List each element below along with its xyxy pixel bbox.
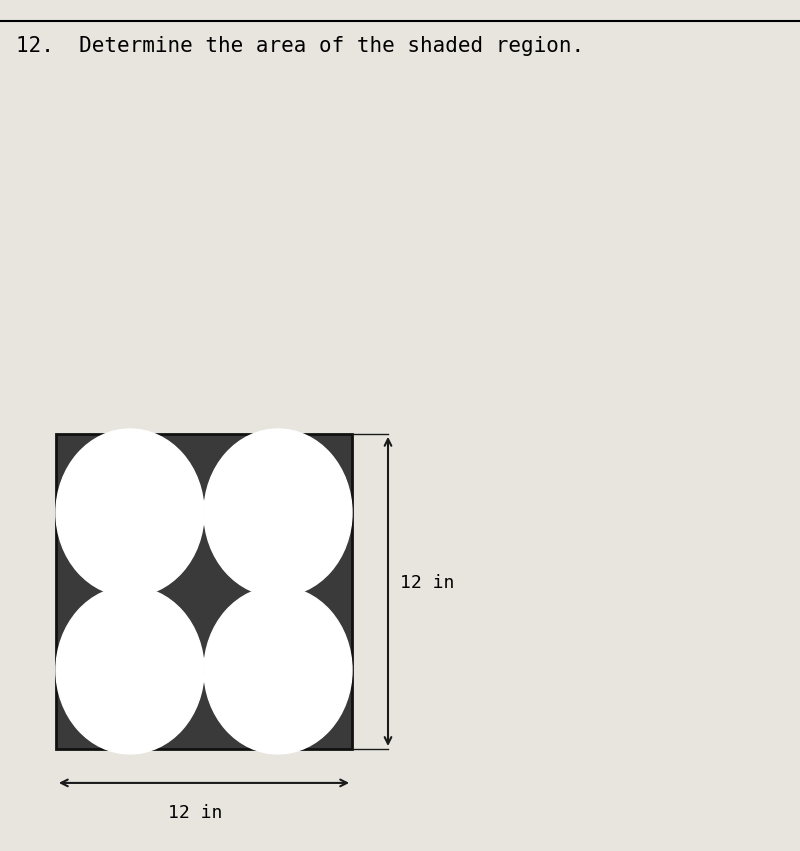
Text: 12 in: 12 in <box>169 804 223 822</box>
Bar <box>56 434 352 749</box>
Text: 12 in: 12 in <box>400 574 454 592</box>
Ellipse shape <box>204 586 352 754</box>
Ellipse shape <box>56 586 204 754</box>
Ellipse shape <box>56 429 204 597</box>
Text: 12.  Determine the area of the shaded region.: 12. Determine the area of the shaded reg… <box>16 36 584 56</box>
Ellipse shape <box>204 429 352 597</box>
